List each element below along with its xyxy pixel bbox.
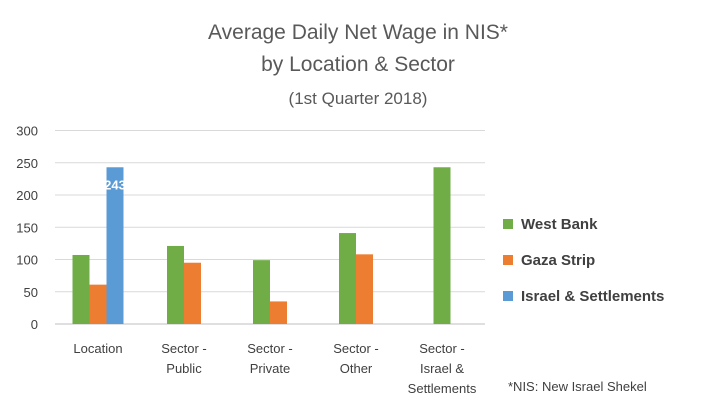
category-label: Sector - <box>419 341 465 356</box>
legend-swatch <box>503 291 513 301</box>
category-label: Public <box>166 361 202 376</box>
category-label: Sector - <box>247 341 293 356</box>
chart-title: Average Daily Net Wage in NIS* by Locatio… <box>208 21 508 108</box>
bar <box>253 260 270 324</box>
data-label: 243 <box>104 177 126 192</box>
bar <box>433 167 451 324</box>
legend-swatch <box>503 219 513 229</box>
y-tick-label: 200 <box>16 188 38 203</box>
y-tick-label: 300 <box>16 124 38 139</box>
y-tick-label: 50 <box>24 285 38 300</box>
bar <box>106 167 124 324</box>
y-tick-label: 150 <box>16 220 38 235</box>
legend-label: West Bank <box>521 216 598 233</box>
y-tick-label: 0 <box>31 317 38 332</box>
bar <box>270 301 287 324</box>
bar <box>356 254 373 324</box>
legend-label: Israel & Settlements <box>521 288 664 305</box>
y-axis-ticks: 0 50 100 150 200 250 300 <box>16 124 38 333</box>
title-line: Average Daily Net Wage in NIS* <box>208 21 508 44</box>
y-tick-label: 250 <box>16 156 38 171</box>
legend-label: Gaza Strip <box>521 252 595 269</box>
bar <box>167 245 184 324</box>
legend: West Bank Gaza Strip Israel & Settlements <box>503 216 664 305</box>
gridlines <box>55 130 485 325</box>
bar <box>89 284 107 324</box>
title-line: by Location & Sector <box>261 53 455 76</box>
bar <box>184 262 201 324</box>
title-line: (1st Quarter 2018) <box>289 89 428 108</box>
bars: 243 <box>72 167 451 324</box>
category-label: Settlements <box>408 381 477 396</box>
x-axis-categories: Location Sector - Public Sector - Private Sec… <box>73 341 476 396</box>
category-label: Sector - <box>333 341 379 356</box>
category-label: Private <box>250 361 290 376</box>
y-tick-label: 100 <box>16 253 38 268</box>
bar <box>339 233 356 324</box>
category-label: Israel & <box>420 361 464 376</box>
category-label: Sector - <box>161 341 207 356</box>
category-label: Other <box>340 361 373 376</box>
legend-swatch <box>503 255 513 265</box>
footnote: *NIS: New Israel Shekel <box>508 379 647 394</box>
category-label: Location <box>73 341 122 356</box>
bar <box>72 254 90 324</box>
